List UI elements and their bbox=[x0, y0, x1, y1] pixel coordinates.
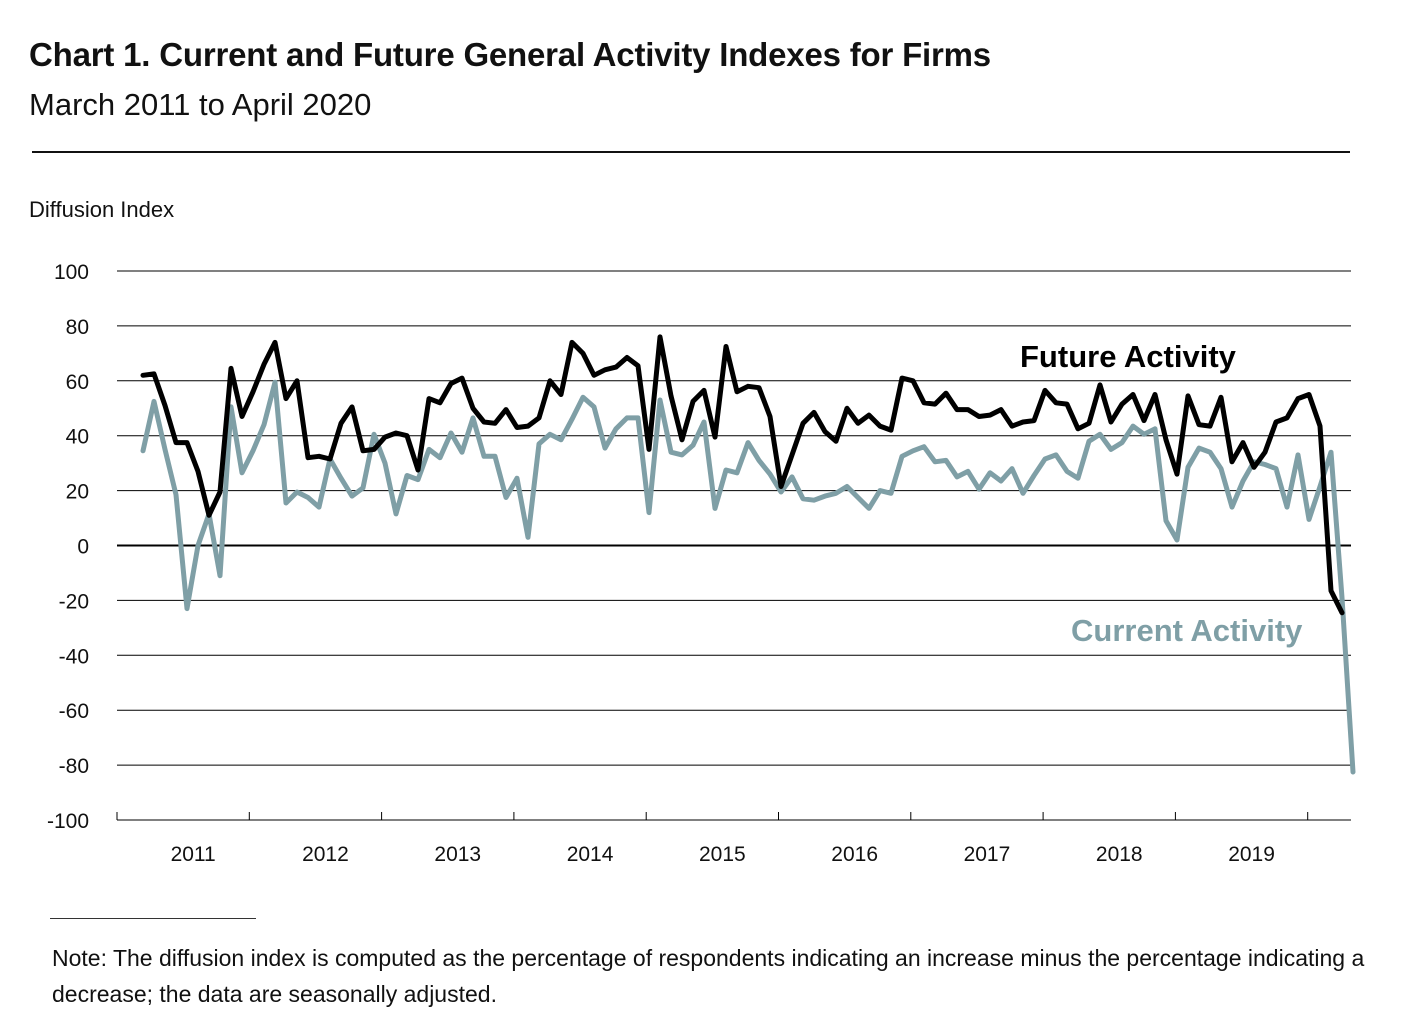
x-tick-label: 2017 bbox=[964, 843, 1011, 866]
chart-title: Chart 1. Current and Future General Acti… bbox=[29, 36, 991, 73]
y-tick-label: 80 bbox=[66, 316, 89, 339]
x-tick-label: 2016 bbox=[831, 843, 878, 866]
y-tick-label: -60 bbox=[59, 700, 89, 723]
x-tick-label: 2015 bbox=[699, 843, 746, 866]
chart-plot-area: Diffusion Index 100 80 60 40 20 0 -20 -40 -60 -80… bbox=[29, 197, 1356, 866]
y-tick-label: -40 bbox=[59, 645, 89, 668]
y-axis-ticks: 100 80 60 40 20 0 -20 -40 -60 -80 -100 bbox=[47, 261, 89, 833]
y-tick-label: 100 bbox=[54, 261, 89, 284]
current-activity-line bbox=[140, 379, 1356, 775]
x-tick-label: 2014 bbox=[567, 843, 614, 866]
chart-subtitle: March 2011 to April 2020 bbox=[29, 87, 372, 122]
x-tick-label: 2013 bbox=[434, 843, 481, 866]
footnote: Note: The diffusion index is computed as… bbox=[52, 945, 1365, 1007]
x-tick-label: 2019 bbox=[1228, 843, 1275, 866]
y-tick-label: 20 bbox=[66, 481, 89, 504]
current-activity-label: Current Activity bbox=[1071, 613, 1303, 648]
x-axis: 2011 2012 2013 2014 2015 2016 2017 2018 2019 bbox=[116, 812, 1351, 866]
y-tick-label: -20 bbox=[59, 590, 89, 613]
y-tick-label: 0 bbox=[77, 536, 89, 559]
y-tick-label: -80 bbox=[59, 755, 89, 778]
future-activity-label: Future Activity bbox=[1020, 339, 1237, 374]
x-tick-label: 2018 bbox=[1096, 843, 1143, 866]
note-divider bbox=[50, 918, 256, 919]
future-activity-line bbox=[140, 334, 1345, 616]
y-tick-label: 60 bbox=[66, 371, 89, 394]
series-lines bbox=[140, 334, 1356, 775]
y-axis-label: Diffusion Index bbox=[29, 197, 174, 222]
y-tick-label: -100 bbox=[47, 810, 89, 833]
y-tick-label: 40 bbox=[66, 426, 89, 449]
x-tick-label: 2012 bbox=[302, 843, 349, 866]
title-divider bbox=[32, 151, 1350, 153]
x-tick-label: 2011 bbox=[171, 843, 216, 866]
